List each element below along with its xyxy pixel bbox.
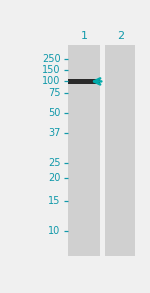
- Text: 150: 150: [42, 65, 61, 75]
- Text: 15: 15: [48, 196, 61, 206]
- Bar: [105, 45, 137, 256]
- Text: 75: 75: [48, 88, 61, 98]
- Text: 100: 100: [42, 76, 61, 86]
- Text: 37: 37: [48, 128, 61, 138]
- Bar: [68, 79, 100, 84]
- Text: 10: 10: [48, 226, 61, 236]
- Text: 250: 250: [42, 54, 61, 64]
- Text: 2: 2: [117, 31, 125, 42]
- Bar: [68, 45, 100, 256]
- Text: 1: 1: [80, 31, 87, 42]
- Text: 25: 25: [48, 158, 61, 168]
- Text: 50: 50: [48, 108, 61, 118]
- Text: 20: 20: [48, 173, 61, 183]
